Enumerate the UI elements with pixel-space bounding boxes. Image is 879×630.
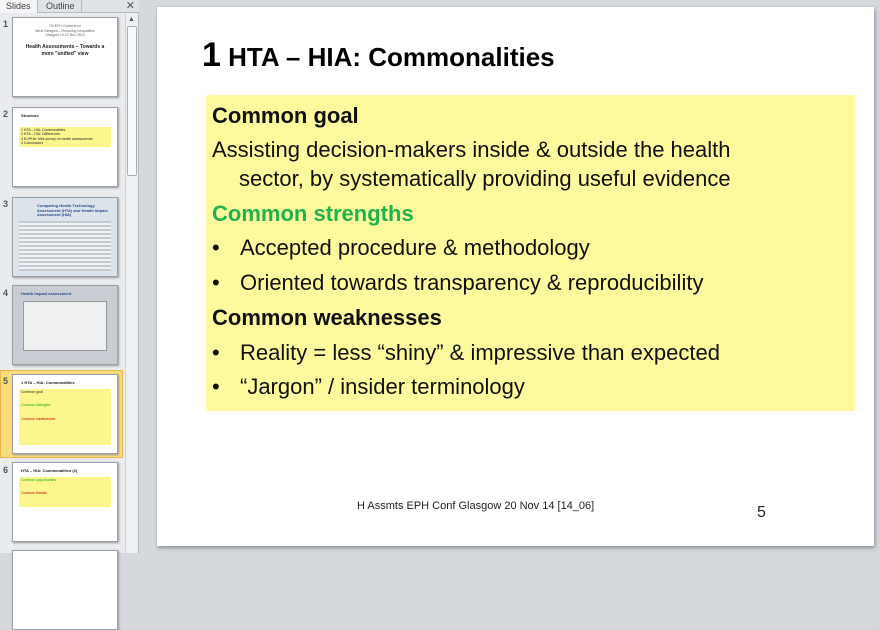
strength-item: • Accepted procedure & methodology	[212, 235, 590, 260]
weakness-item: • Reality = less “shiny” & impressive tha…	[212, 340, 720, 365]
tab-slides[interactable]: Slides	[0, 0, 38, 13]
scrollbar-thumb[interactable]	[127, 26, 137, 176]
thumb-title: Health Assessments – Towards a more "uni…	[25, 43, 105, 57]
thumb-line: Common goal	[21, 389, 43, 394]
slide-page-number: 5	[757, 504, 766, 521]
thumb-line: Common strengths	[21, 403, 51, 407]
goal-heading: Common goal	[212, 103, 359, 128]
slide-title: 1 HTA – HIA: Commonalities	[202, 36, 555, 75]
thumb-diagram	[23, 300, 107, 351]
slide-footer: H Assmts EPH Conf Glasgow 20 Nov 14 [14_…	[357, 500, 595, 512]
slide-number: 3	[3, 199, 9, 209]
thumb-table	[19, 220, 111, 271]
slide-thumbnail-4[interactable]: Health impact assessment	[12, 285, 118, 365]
scrollbar[interactable]: ▲	[125, 14, 137, 553]
thumb-line: Common weaknesses	[21, 416, 56, 421]
slide-thumbnail-6[interactable]: HTA – HIA: Commonalities (2) Common oppo…	[12, 462, 118, 542]
thumb-line: 4 Conclusions	[21, 141, 43, 145]
slide-thumbnail-3[interactable]: Comparing Health Technology Assessment (…	[12, 197, 118, 277]
title-number: 1	[202, 36, 221, 74]
thumb-line: Common opportunities	[21, 477, 57, 482]
thumb-title: Structure	[21, 113, 39, 118]
thumb-line: 1 HTA – HIA: Commonalities	[21, 127, 66, 132]
slide-number: 5	[3, 376, 9, 386]
slides-panel: Slides Outline ✕ ▲ 1 7th EPH Conference …	[0, 0, 139, 630]
thumb-title: 1 HTA – HIA: Commonalities	[21, 380, 75, 385]
thumb-title: Health impact assessment	[21, 291, 72, 296]
weakness-item: • “Jargon” / insider terminology	[212, 374, 525, 399]
slide-number: 1	[3, 19, 9, 29]
slide-thumbnail-7[interactable]	[12, 550, 118, 630]
slide-canvas[interactable]: 1 HTA – HIA: Commonalities Common goal A…	[157, 7, 874, 546]
slide-number: 2	[3, 109, 9, 119]
thumb-line: Glasgow 19-22 Nov 2014	[45, 33, 85, 37]
goal-text: Assisting decision-makers inside & outsi…	[212, 137, 731, 162]
tab-outline[interactable]: Outline	[40, 0, 82, 13]
thumb-title: HTA – HIA: Commonalities (2)	[21, 468, 78, 473]
thumb-title: Comparing Health Technology Assessment (…	[37, 203, 108, 217]
weaknesses-heading: Common weaknesses	[212, 305, 442, 330]
thumb-line: 7th EPH Conference	[48, 24, 82, 28]
slide-thumbnail-2[interactable]: Structure 1 HTA – HIA: Commonalities 2 H…	[12, 107, 118, 187]
thumb-line: Common threats	[21, 491, 47, 495]
slide-number: 6	[3, 465, 9, 475]
close-icon[interactable]: ✕	[125, 0, 135, 12]
panel-tabs: Slides Outline ✕	[0, 0, 139, 13]
strengths-heading: Common strengths	[212, 201, 414, 226]
strength-item: • Oriented towards transparency & reprodu…	[212, 270, 704, 295]
title-text: HTA – HIA: Commonalities	[228, 42, 555, 72]
content-box: Common goal Assisting decision-makers in…	[206, 95, 855, 411]
slide-number: 4	[3, 288, 9, 298]
thumb-line: 2 HTA – HIA: Differences	[21, 132, 60, 136]
scroll-up-icon[interactable]: ▲	[128, 16, 135, 23]
thumb-line: 3 EUPHA: Mini-survey on health assessmen…	[21, 136, 93, 141]
slide-thumbnail-5[interactable]: 1 HTA – HIA: Commonalities Common goal C…	[12, 374, 118, 454]
slide-thumbnail-1[interactable]: 7th EPH Conference West Glasgow – Reduci…	[12, 17, 118, 97]
thumb-line: West Glasgow – Reducing inequalities	[35, 28, 95, 33]
goal-text-cont: sector, by systematically providing usef…	[239, 166, 731, 191]
